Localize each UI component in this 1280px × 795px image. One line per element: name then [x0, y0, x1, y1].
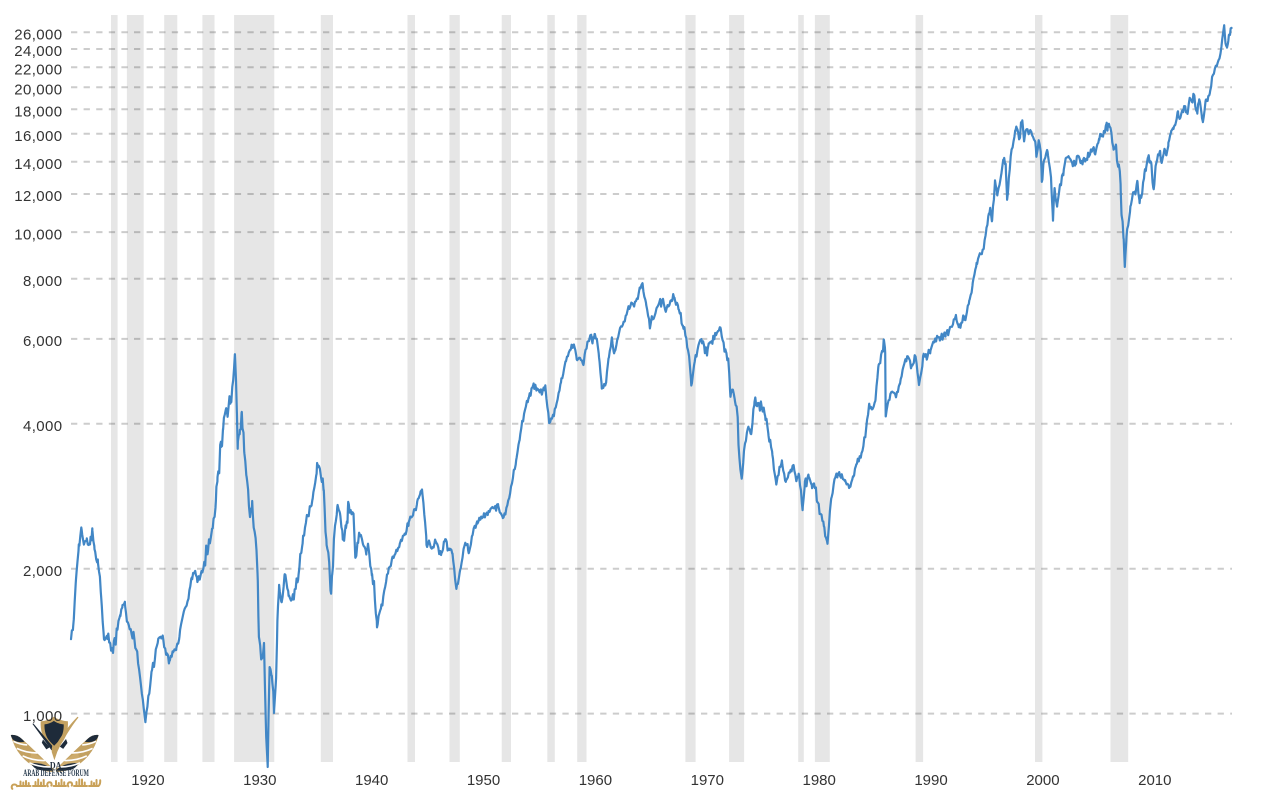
svg-text:26,000: 26,000 [14, 27, 62, 44]
svg-text:1940: 1940 [355, 772, 388, 789]
svg-text:1920: 1920 [131, 772, 164, 789]
svg-text:2010: 2010 [1138, 772, 1171, 789]
svg-text:16,000: 16,000 [14, 128, 62, 145]
svg-text:1,000: 1,000 [23, 708, 63, 725]
svg-text:DA: DA [50, 761, 62, 771]
svg-text:12,000: 12,000 [14, 188, 62, 205]
svg-text:1930: 1930 [243, 772, 276, 789]
svg-text:18,000: 18,000 [14, 103, 62, 120]
svg-text:14,000: 14,000 [14, 156, 62, 173]
svg-text:22,000: 22,000 [14, 61, 62, 78]
svg-text:1950: 1950 [467, 772, 500, 789]
svg-text:1980: 1980 [803, 772, 836, 789]
svg-text:1960: 1960 [579, 772, 612, 789]
svg-text:1990: 1990 [914, 772, 947, 789]
svg-text:4,000: 4,000 [23, 418, 63, 435]
svg-text:2000: 2000 [1026, 772, 1059, 789]
svg-text:ARAB DEFENSE FORUM: ARAB DEFENSE FORUM [23, 768, 89, 778]
svg-text:2,000: 2,000 [23, 563, 63, 580]
svg-text:24,000: 24,000 [14, 43, 62, 60]
svg-text:8,000: 8,000 [23, 273, 63, 290]
svg-text:10,000: 10,000 [14, 226, 62, 243]
svg-text:20,000: 20,000 [14, 81, 62, 98]
svg-text:1970: 1970 [691, 772, 724, 789]
svg-text:6,000: 6,000 [23, 333, 63, 350]
